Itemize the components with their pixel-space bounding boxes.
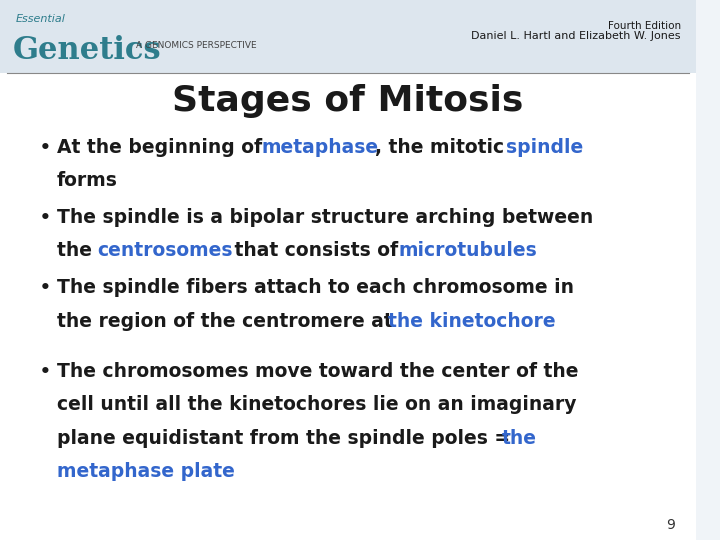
Text: that consists of: that consists of	[228, 241, 405, 260]
Text: spindle: spindle	[506, 138, 583, 157]
Text: , the mitotic: , the mitotic	[375, 138, 510, 157]
Text: A GENOMICS PERSPECTIVE: A GENOMICS PERSPECTIVE	[135, 40, 256, 50]
Text: Essential: Essential	[15, 14, 66, 24]
Text: the: the	[501, 429, 536, 448]
Text: Stages of Mitosis: Stages of Mitosis	[172, 84, 523, 118]
FancyBboxPatch shape	[0, 73, 696, 540]
FancyBboxPatch shape	[0, 0, 696, 73]
Text: the kinetochore: the kinetochore	[388, 312, 556, 330]
Text: •: •	[38, 362, 51, 382]
Text: forms: forms	[57, 171, 118, 190]
Text: 9: 9	[666, 518, 675, 532]
Text: The chromosomes move toward the center of the: The chromosomes move toward the center o…	[57, 362, 579, 381]
Text: metaphase: metaphase	[261, 138, 379, 157]
Text: The spindle fibers attach to each chromosome in: The spindle fibers attach to each chromo…	[57, 278, 574, 297]
Text: plane equidistant from the spindle poles =: plane equidistant from the spindle poles…	[57, 429, 517, 448]
Text: Genetics: Genetics	[12, 35, 161, 66]
Text: Daniel L. Hartl and Elizabeth W. Jones: Daniel L. Hartl and Elizabeth W. Jones	[471, 31, 680, 42]
Text: centrosomes: centrosomes	[97, 241, 233, 260]
Text: metaphase plate: metaphase plate	[57, 462, 235, 481]
Text: •: •	[38, 138, 51, 158]
Text: cell until all the kinetochores lie on an imaginary: cell until all the kinetochores lie on a…	[57, 395, 577, 414]
Text: Fourth Edition: Fourth Edition	[608, 21, 680, 31]
Text: At the beginning of: At the beginning of	[57, 138, 269, 157]
Text: •: •	[38, 278, 51, 298]
Text: the region of the centromere at: the region of the centromere at	[57, 312, 400, 330]
Text: microtubules: microtubules	[399, 241, 538, 260]
Text: •: •	[38, 208, 51, 228]
Text: the: the	[57, 241, 99, 260]
Text: The spindle is a bipolar structure arching between: The spindle is a bipolar structure archi…	[57, 208, 593, 227]
